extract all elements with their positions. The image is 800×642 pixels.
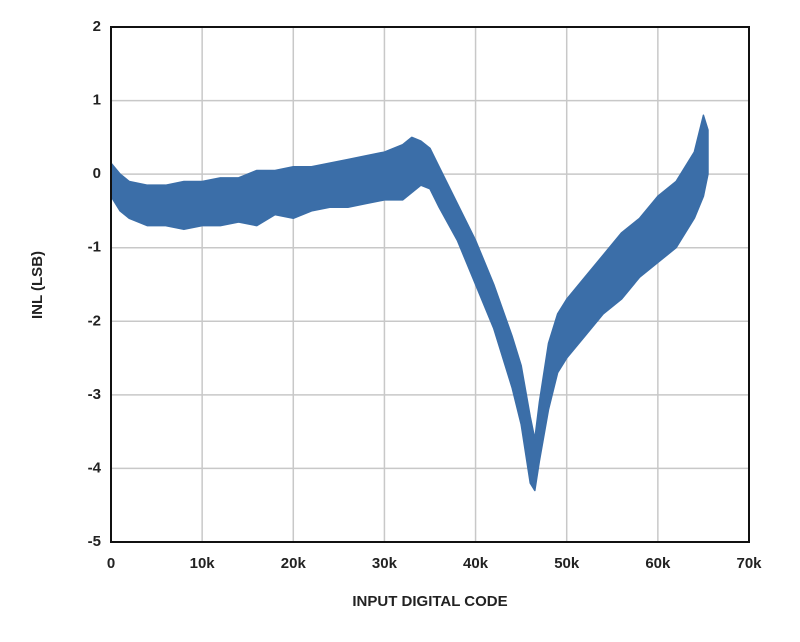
- x-tick-label: 70k: [736, 555, 762, 572]
- y-tick-label: 2: [93, 18, 101, 35]
- y-tick-label: -3: [88, 386, 101, 403]
- x-tick-label: 0: [107, 555, 115, 572]
- x-tick-label: 20k: [281, 555, 307, 572]
- inl-band: [110, 114, 709, 492]
- y-tick-label: -1: [88, 239, 101, 256]
- x-axis-label: INPUT DIGITAL CODE: [352, 593, 507, 610]
- plot-frame: [110, 26, 750, 543]
- x-tick-label: 10k: [190, 555, 216, 572]
- y-tick-label: -5: [88, 533, 101, 550]
- y-tick-label: -2: [88, 312, 101, 329]
- y-tick-label: -4: [88, 459, 102, 476]
- y-tick-label: 1: [93, 92, 101, 109]
- x-tick-label: 40k: [463, 555, 489, 572]
- x-tick-label: 50k: [554, 555, 580, 572]
- y-tick-label: 0: [93, 165, 101, 182]
- y-axis-label: INL (LSB): [29, 251, 46, 319]
- x-tick-label: 30k: [372, 555, 398, 572]
- x-tick-label: 60k: [645, 555, 671, 572]
